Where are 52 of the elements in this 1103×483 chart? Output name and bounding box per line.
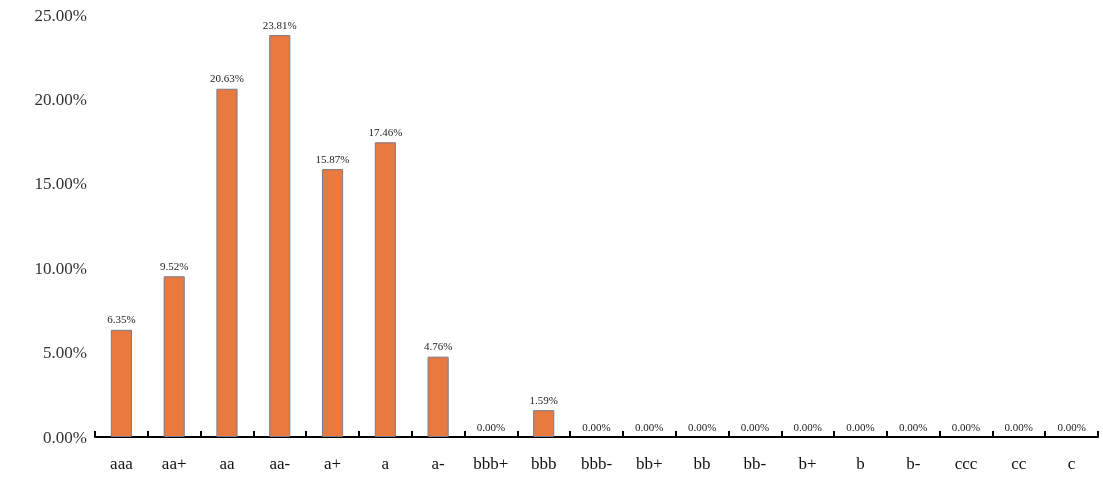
data-label: 0.00% (846, 420, 875, 433)
x-tick-label: bbb+ (473, 454, 509, 473)
bar (533, 410, 555, 437)
data-label: 6.35% (107, 313, 136, 326)
data-label: 15.87% (315, 152, 350, 165)
data-label: 0.00% (899, 420, 928, 433)
x-tick-label: aa- (269, 454, 291, 473)
bar (321, 169, 344, 437)
bar (269, 35, 291, 437)
x-tick-label: c (1067, 454, 1076, 473)
data-label: 0.00% (1057, 420, 1086, 433)
x-tick-label: bb (693, 454, 711, 473)
y-tick-label: 25.00% (34, 5, 87, 25)
data-label: 20.63% (210, 72, 244, 85)
data-label: 23.81% (262, 18, 297, 31)
x-tick-label: b+ (798, 454, 817, 473)
y-tick-label: 0.00% (43, 427, 87, 447)
y-tick-label: 5.00% (43, 343, 87, 363)
x-tick-label: cc (1011, 454, 1027, 473)
data-label: 0.00% (476, 420, 506, 433)
data-label: 0.00% (740, 420, 770, 433)
y-tick-label: 20.00% (34, 89, 87, 109)
x-tick-label: bb+ (635, 454, 663, 473)
data-label: 4.76% (423, 340, 453, 353)
x-tick-label: a- (431, 454, 446, 473)
bar (374, 142, 396, 437)
x-tick-label: bbb- (580, 454, 613, 473)
x-tick-label: ccc (954, 454, 978, 473)
data-label: 1.59% (529, 393, 558, 406)
x-tick-label: bb- (743, 454, 767, 473)
data-label: 9.52% (159, 259, 189, 272)
x-tick-label: aaa (110, 454, 134, 473)
bar (427, 356, 449, 437)
bar (216, 88, 238, 437)
data-label: 0.00% (687, 420, 717, 433)
x-tick-label: aa+ (161, 454, 187, 473)
data-label: 17.46% (368, 125, 403, 138)
x-tick-label: aa (219, 454, 235, 473)
y-tick-label: 15.00% (34, 174, 87, 194)
data-label: 0.00% (635, 420, 664, 433)
data-label: 0.00% (951, 420, 981, 433)
bar (163, 276, 185, 437)
data-label: 0.00% (1004, 420, 1034, 433)
x-tick-label: b (856, 454, 865, 473)
x-tick-label: a+ (323, 454, 342, 473)
x-tick-label: a (381, 454, 390, 473)
data-label: 0.00% (793, 420, 822, 433)
y-tick-label: 10.00% (34, 258, 87, 278)
x-tick-label: bbb (530, 454, 557, 473)
x-tick-label: b- (906, 454, 921, 473)
data-label: 0.00% (582, 420, 611, 433)
bar (110, 329, 132, 437)
